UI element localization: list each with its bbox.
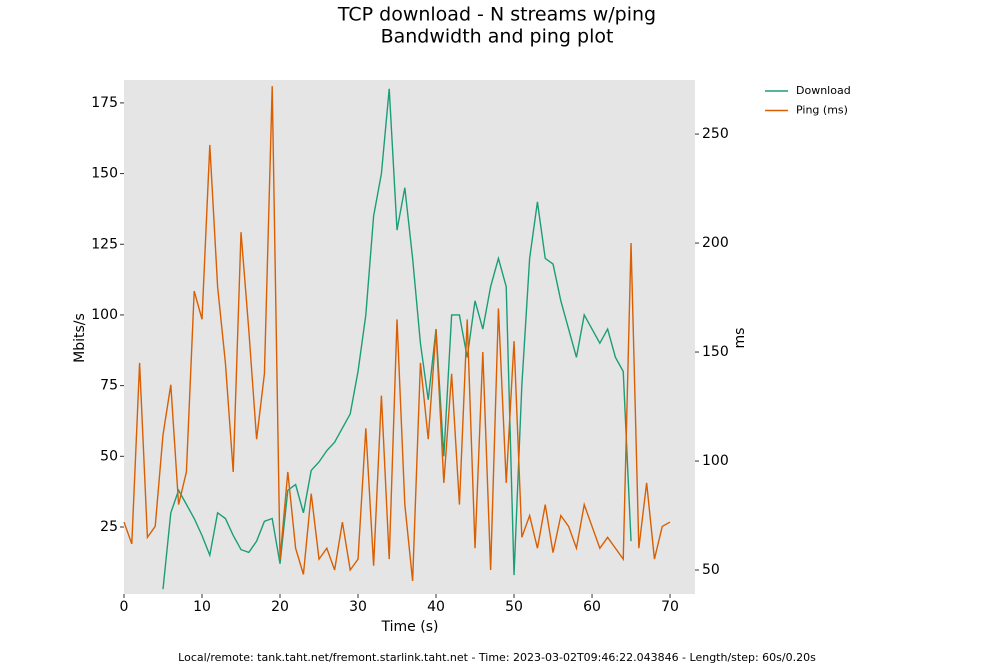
chart-subtitle: Bandwidth and ping plot xyxy=(381,26,614,48)
y-tick-label: 150 xyxy=(91,166,118,182)
series-line xyxy=(123,86,671,581)
chart-title: TCP download - N streams w/ping xyxy=(337,4,656,26)
x-tick-label: 40 xyxy=(427,599,445,615)
y-tick-label: 50 xyxy=(100,448,118,464)
y-tick-label: 125 xyxy=(91,236,118,252)
legend-label: Ping (ms) xyxy=(796,104,848,117)
plot-area xyxy=(124,80,695,594)
x-tick-label: 30 xyxy=(349,599,367,615)
x-tick-label: 70 xyxy=(661,599,679,615)
x-tick-label: 0 xyxy=(120,599,129,615)
legend-label: Download xyxy=(796,84,851,97)
y2-tick-label: 100 xyxy=(702,453,729,469)
y-axis-label: Mbits/s xyxy=(72,313,88,363)
x-tick-label: 50 xyxy=(505,599,523,615)
x-tick-label: 10 xyxy=(193,599,211,615)
y-tick-label: 75 xyxy=(100,378,118,394)
y2-tick-label: 250 xyxy=(702,126,729,142)
y2-tick-label: 50 xyxy=(702,562,720,578)
y-tick-label: 100 xyxy=(91,307,118,323)
series-line xyxy=(162,88,632,590)
footer: Local/remote: tank.taht.net/fremont.star… xyxy=(178,651,816,664)
y2-tick-label: 200 xyxy=(702,235,729,251)
x-tick-label: 60 xyxy=(583,599,601,615)
y2-tick-label: 150 xyxy=(702,344,729,360)
y2-axis-label: ms xyxy=(732,328,748,349)
x-tick-label: 20 xyxy=(271,599,289,615)
y-tick-label: 25 xyxy=(100,519,118,535)
y-tick-label: 175 xyxy=(91,95,118,111)
x-axis-label: Time (s) xyxy=(381,619,439,635)
